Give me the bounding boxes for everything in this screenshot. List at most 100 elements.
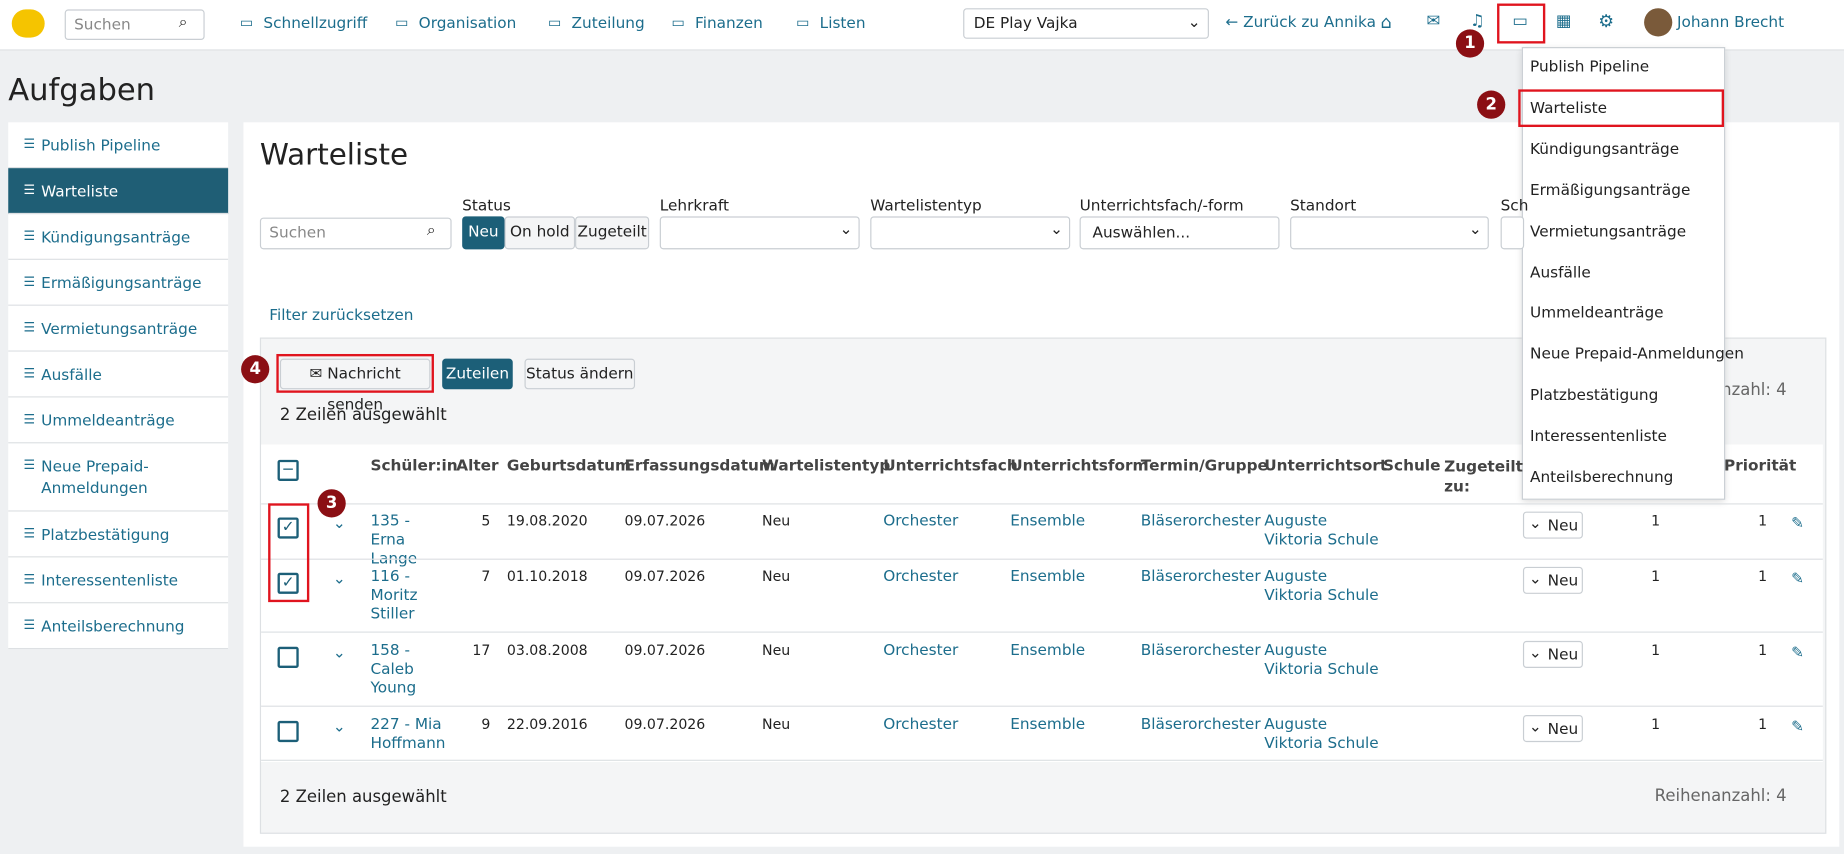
dropdown-item[interactable]: Anteilsberechnung [1530,469,1674,487]
avatar[interactable] [1644,8,1673,37]
subject[interactable]: Orchester [883,512,959,531]
school-select[interactable]: DE Play Vajka ⌄ [963,8,1209,39]
place[interactable]: Auguste Viktoria Schule [1264,642,1379,679]
dropdown-item[interactable]: Interessentenliste [1530,428,1667,446]
place[interactable]: Auguste Viktoria Schule [1264,568,1379,605]
status-button[interactable]: Status ändern [524,358,636,390]
form[interactable]: Ensemble [1010,716,1086,734]
form[interactable]: Ensemble [1010,568,1086,586]
group[interactable]: Bläserorchester [1140,568,1261,586]
edit-icon[interactable]: ✎ [1791,570,1804,589]
status-option[interactable]: On hold [504,216,576,250]
subject[interactable]: Orchester [883,568,959,586]
nav-menu[interactable]: Finanzen [695,15,763,33]
sidebar-item[interactable]: Ausfälle [41,366,102,385]
expand-chevron[interactable]: ⌄ [332,570,346,589]
form[interactable]: Ensemble [1010,642,1086,660]
form[interactable]: Ensemble [1010,512,1086,531]
group[interactable]: Bläserorchester [1140,642,1261,660]
priority: 1 [1758,512,1768,530]
subject[interactable]: Orchester [883,716,959,734]
filter-search[interactable] [259,217,452,250]
place[interactable]: Auguste Viktoria Schule [1264,716,1379,753]
sidebar-item[interactable]: Interessentenliste [41,572,179,591]
group[interactable]: Bläserorchester [1140,512,1261,531]
student[interactable]: 116 - Moritz Stiller [370,568,418,624]
birth-date: 22.09.2016 [506,716,588,733]
dropdown-item[interactable]: Neue Prepaid-Anmeldungen [1530,346,1744,364]
row-checkbox[interactable]: ✓ [277,517,299,539]
student[interactable]: 227 - Mia Hoffmann [370,716,446,753]
reset-filter[interactable]: Filter zurücksetzen [269,306,414,325]
back-link[interactable]: ← Zurück zu Annika [1225,14,1376,32]
search-box[interactable]: Suchen ⌕ [64,9,205,40]
row-checkbox[interactable]: ✓ [277,572,299,594]
dropdown-item[interactable]: Platzbestätigung [1530,387,1659,405]
priority: 1 [1758,642,1768,659]
student[interactable]: 135 - Erna Lange [370,512,418,569]
status-option[interactable]: Zugeteilt [575,216,650,250]
sidebar-item-bg [8,397,229,444]
edit-icon[interactable]: ✎ [1791,644,1804,663]
sidebar-item[interactable]: Ummeldeanträge [41,412,175,431]
capture-date: 09.07.2026 [624,512,706,530]
select-all[interactable]: − [277,459,299,481]
status-select[interactable] [1522,640,1583,668]
row-checkbox[interactable] [277,646,299,668]
nav-menu[interactable]: Schnellzugriff [263,15,368,33]
status-select[interactable] [1522,715,1583,743]
edit-icon[interactable]: ✎ [1791,515,1804,533]
calendar-icon[interactable]: ▦ [1555,11,1572,31]
priority: 1 [1651,512,1661,530]
inbox-icon[interactable]: ▭ [1512,11,1528,31]
expand-chevron[interactable]: ⌄ [332,644,346,663]
sidebar-item[interactable]: Ermäßigungsanträge [41,275,202,293]
user-name[interactable]: Johann Brecht [1677,14,1785,32]
mail-icon[interactable]: ✉ [1426,11,1441,31]
dropdown-item[interactable]: Kündigungsanträge [1530,140,1680,159]
status-select[interactable] [1522,511,1583,539]
sidebar-item[interactable]: Kündigungsanträge [41,229,191,247]
group[interactable]: Bläserorchester [1140,716,1261,734]
expand-chevron[interactable]: ⌄ [332,718,346,737]
status-select[interactable] [1522,566,1583,594]
sidebar-item[interactable]: Neue Prepaid-Anmeldungen [41,458,149,498]
nav-menu[interactable]: Zuteilung [571,15,645,33]
sidebar-item[interactable]: Warteliste [41,183,119,202]
edit-icon[interactable]: ✎ [1791,718,1804,737]
dropdown-item[interactable]: Ausfälle [1530,264,1591,282]
dropdown-item[interactable]: Vermietungsanträge [1530,222,1687,241]
chevron: ⌄ [1187,14,1201,32]
subject[interactable]: Orchester [883,642,959,660]
bell-icon[interactable]: ♫ [1470,11,1485,31]
filter-select[interactable] [1079,216,1280,250]
filter-select[interactable] [1290,216,1489,250]
row-line [261,558,1823,560]
send-message-button[interactable]: ✉ Nachricht senden [279,358,431,414]
nav-menu[interactable]: Organisation [418,15,517,33]
filter-select[interactable] [1500,216,1525,250]
status-option[interactable]: Neu [462,216,505,250]
status-value: Neu [1547,572,1579,591]
dropdown-item[interactable]: Ermäßigungsanträge [1530,181,1691,200]
place[interactable]: Auguste Viktoria Schule [1264,512,1379,550]
nav-menu[interactable]: Listen [819,15,866,33]
filter-select[interactable] [659,216,860,250]
home-icon[interactable]: ⌂ [1380,11,1392,33]
row-checkbox[interactable] [277,720,299,743]
dropdown-item[interactable]: Warteliste [1530,99,1608,118]
sidebar-item[interactable]: Anteilsberechnung [41,618,185,637]
settings-icon[interactable]: ⚙ [1598,10,1615,32]
dropdown-item[interactable]: Publish Pipeline [1530,58,1650,77]
student[interactable]: 158 - Caleb Young [370,642,417,698]
dropdown-item[interactable]: Ummeldeanträge [1530,305,1664,323]
row-line [261,759,1823,761]
expand-chevron[interactable]: ⌄ [332,515,346,533]
assign-button[interactable]: Zuteilen [442,358,513,390]
filter-select[interactable] [870,216,1071,250]
sidebar-item[interactable]: Vermietungsanträge [41,321,198,339]
sidebar-item[interactable]: Platzbestätigung [41,526,170,545]
logo[interactable] [11,9,45,38]
sidebar-item[interactable]: Publish Pipeline [41,137,161,156]
nav-icon: ▭ [548,14,562,31]
